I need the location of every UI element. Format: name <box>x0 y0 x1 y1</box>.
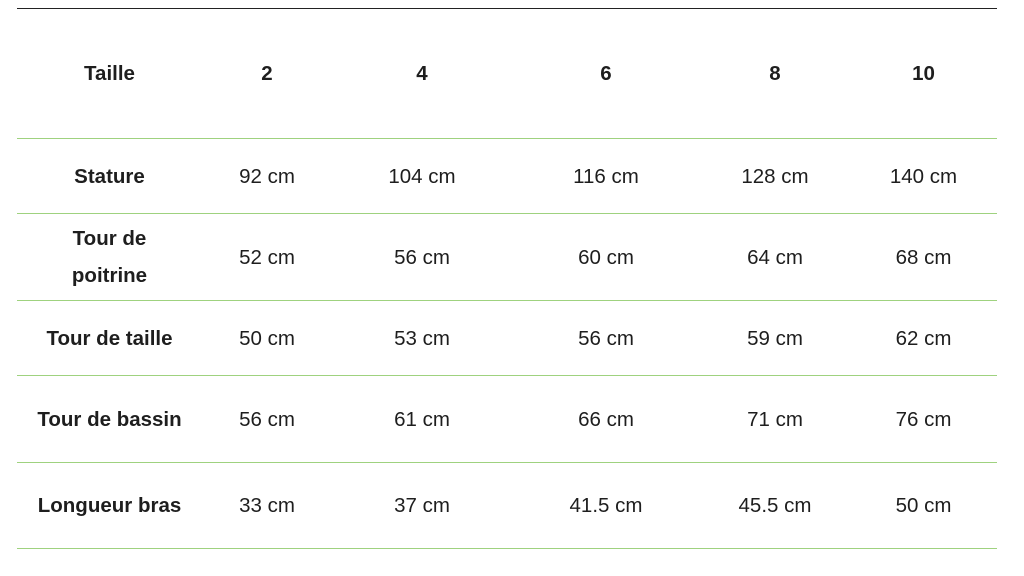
header-cell: 10 <box>912 62 935 85</box>
table-cell: 56 cm <box>239 407 295 431</box>
table-cell: 56 cm <box>394 245 450 269</box>
table-cell: 116 cm <box>573 164 639 188</box>
table-cell: 53 cm <box>394 326 450 350</box>
table-cell: 61 cm <box>394 407 450 431</box>
row-label: Tour de bassin <box>37 407 182 431</box>
table-cell: 60 cm <box>578 245 634 269</box>
table-cell: 41.5 cm <box>569 494 643 517</box>
table-row: Longueur bras 33 cm 37 cm 41.5 cm 45.5 cm 50 … <box>17 462 997 549</box>
table-cell: 33 cm <box>239 494 295 517</box>
table-cell: 45.5 cm <box>738 494 812 517</box>
size-chart-table: Taille 2 4 6 8 10 Stature 92 cm 104 cm 116 … <box>17 8 997 549</box>
row-label: Tour de poitrine <box>71 227 148 287</box>
table-cell: 50 cm <box>239 326 295 350</box>
table-cell: 140 cm <box>889 164 958 188</box>
table-row: Tour de poitrine 52 cm 56 cm 60 cm 64 cm 68 c… <box>17 213 997 301</box>
table-cell: 128 cm <box>741 164 809 188</box>
table-row: Stature 92 cm 104 cm 116 cm 128 cm 140 cm <box>17 138 997 214</box>
table-row: Tour de taille 50 cm 53 cm 56 cm 59 cm 62 cm <box>17 300 997 376</box>
table-cell: 66 cm <box>578 407 634 431</box>
row-label: Longueur bras <box>37 494 182 517</box>
header-cell: 6 <box>600 62 612 85</box>
table-cell: 64 cm <box>747 245 803 269</box>
header-cell: 2 <box>261 62 273 85</box>
header-cell: 8 <box>769 62 781 85</box>
table-cell: 104 cm <box>388 164 456 188</box>
table-cell: 56 cm <box>578 326 634 350</box>
row-label: Tour de taille <box>46 326 173 350</box>
table-cell: 52 cm <box>239 245 295 269</box>
table-cell: 71 cm <box>747 407 803 431</box>
table-cell: 92 cm <box>239 164 295 188</box>
row-label: Stature <box>74 164 145 188</box>
table-cell: 50 cm <box>895 494 952 517</box>
table-cell: 62 cm <box>895 326 952 350</box>
table-row: Tour de bassin 56 cm 61 cm 66 cm 71 cm 76 cm <box>17 375 997 463</box>
table-cell: 68 cm <box>895 245 952 269</box>
header-row: Taille 2 4 6 8 10 <box>17 8 997 139</box>
table-cell: 76 cm <box>895 407 952 431</box>
header-cell: Taille <box>84 62 135 85</box>
header-cell: 4 <box>416 62 428 85</box>
table-cell: 59 cm <box>747 326 803 350</box>
table-cell: 37 cm <box>394 494 450 517</box>
